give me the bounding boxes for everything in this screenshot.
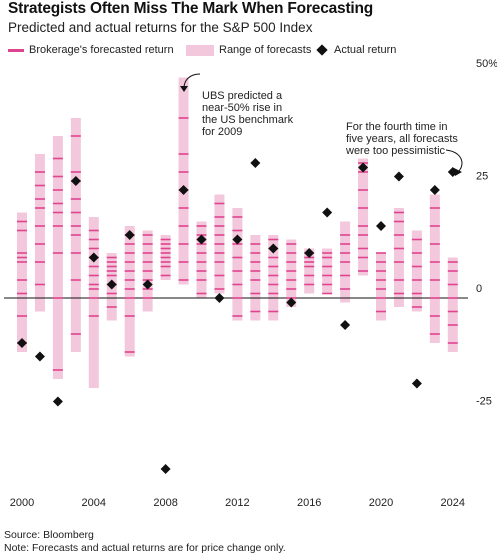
range-bar-2021 bbox=[393, 208, 404, 307]
legend-item-range: Range of forecasts bbox=[186, 44, 311, 56]
range-bar-2009 bbox=[178, 77, 189, 285]
range-bar-2012 bbox=[232, 208, 243, 321]
actual-marker-2003 bbox=[70, 176, 81, 186]
actual-marker-2007 bbox=[142, 279, 153, 290]
x-tick-label-2000: 2000 bbox=[10, 497, 34, 509]
range-bar-2010 bbox=[196, 221, 207, 298]
legend-swatch-range bbox=[186, 44, 214, 56]
range-bar-2013 bbox=[250, 235, 261, 321]
actual-marker-2012 bbox=[232, 234, 243, 245]
actual-marker-2021 bbox=[393, 171, 404, 182]
range-bar-2001 bbox=[34, 154, 45, 312]
annotation-fourth-line-3: were too pessimistic bbox=[346, 145, 446, 157]
legend-swatch-forecast bbox=[8, 48, 24, 52]
actual-marker-2000 bbox=[17, 338, 27, 348]
actual-marker-2001 bbox=[34, 351, 45, 362]
actual-marker-2015 bbox=[286, 297, 297, 308]
x-tick-label-2008: 2008 bbox=[153, 497, 177, 509]
actual-marker-2010 bbox=[196, 234, 207, 245]
x-tick-label-2024: 2024 bbox=[441, 497, 465, 509]
actual-marker-2008 bbox=[160, 464, 171, 474]
actual-marker-2011 bbox=[214, 293, 225, 303]
range-bar-2024 bbox=[447, 257, 458, 352]
actual-marker-2017 bbox=[322, 207, 333, 218]
annotation-ubs-line-4: for 2009 bbox=[202, 126, 243, 138]
annotation-fourth-line-1: For the fourth time in bbox=[346, 121, 448, 133]
actual-marker-2004 bbox=[88, 252, 99, 263]
annotation-fourth: For the fourth time in five years, all f… bbox=[346, 121, 458, 157]
legend-label-range: Range of forecasts bbox=[219, 44, 312, 56]
actual-marker-2023 bbox=[429, 185, 440, 195]
legend-item-actual: Actual return bbox=[316, 44, 396, 56]
range-bar-2023 bbox=[429, 194, 440, 343]
legend: Brokerage's forecasted return Range of f… bbox=[8, 44, 478, 58]
y-tick-label-0: 0 bbox=[476, 283, 482, 295]
legend-item-forecast: Brokerage's forecasted return bbox=[8, 44, 174, 56]
annotation-fourth-line-2: five years, all forecasts bbox=[346, 133, 458, 145]
actual-marker-2022 bbox=[411, 378, 422, 389]
legend-label-actual: Actual return bbox=[334, 44, 397, 56]
range-bar-2022 bbox=[411, 230, 422, 312]
annotation-fourth-arrow bbox=[445, 149, 463, 173]
chart-title: Strategists Often Miss The Mark When For… bbox=[8, 0, 374, 17]
actual-marker-2002 bbox=[52, 396, 63, 407]
range-bar-2002 bbox=[52, 136, 63, 379]
annotation-ubs-line-3: the US benchmark bbox=[202, 114, 294, 126]
y-tick-label--25: -25 bbox=[476, 396, 492, 408]
footer-source: Source: Bloomberg bbox=[4, 529, 94, 541]
range-bar-2016 bbox=[304, 248, 315, 294]
actual-marker-2019 bbox=[358, 162, 369, 173]
actual-marker-2009 bbox=[178, 185, 189, 195]
actual-marker-2016 bbox=[304, 248, 315, 258]
annotation-ubs: UBS predicted a near-50% rise in the US … bbox=[202, 90, 293, 138]
actual-marker-2020 bbox=[376, 221, 386, 231]
range-bar-2020 bbox=[376, 253, 386, 321]
range-bar-2004 bbox=[88, 217, 99, 388]
y-tick-label-25: 25 bbox=[476, 171, 488, 183]
annotation-ubs-arrowhead bbox=[180, 86, 188, 92]
x-tick-label-2004: 2004 bbox=[82, 497, 106, 509]
range-bar-2015 bbox=[286, 239, 297, 307]
actual-marker-2013 bbox=[250, 158, 261, 168]
annotation-ubs-line-1: UBS predicted a bbox=[202, 90, 283, 102]
chart-subtitle: Predicted and actual returns for the S&P… bbox=[8, 20, 313, 35]
legend-label-forecast: Brokerage's forecasted return bbox=[29, 44, 174, 56]
range-bar-2017 bbox=[322, 248, 333, 294]
x-tick-label-2016: 2016 bbox=[297, 497, 321, 509]
annotation-ubs-line-2: near-50% rise in bbox=[202, 102, 283, 114]
y-tick-label-50: 50% bbox=[476, 58, 497, 70]
footer-note: Note: Forecasts and actual returns are f… bbox=[4, 542, 286, 554]
range-bar-2019 bbox=[358, 158, 369, 276]
range-bar-2014 bbox=[268, 235, 279, 321]
actual-marker-2018 bbox=[340, 320, 351, 330]
range-bar-2006 bbox=[124, 226, 135, 357]
annotation-fourth-arrowhead bbox=[454, 168, 462, 176]
actual-marker-2006 bbox=[124, 230, 135, 240]
x-tick-label-2020: 2020 bbox=[369, 497, 393, 509]
x-tick-label-2012: 2012 bbox=[225, 497, 249, 509]
range-bar-2000 bbox=[17, 212, 27, 352]
actual-marker-2005 bbox=[106, 279, 117, 290]
actual-marker-2014 bbox=[268, 243, 279, 254]
